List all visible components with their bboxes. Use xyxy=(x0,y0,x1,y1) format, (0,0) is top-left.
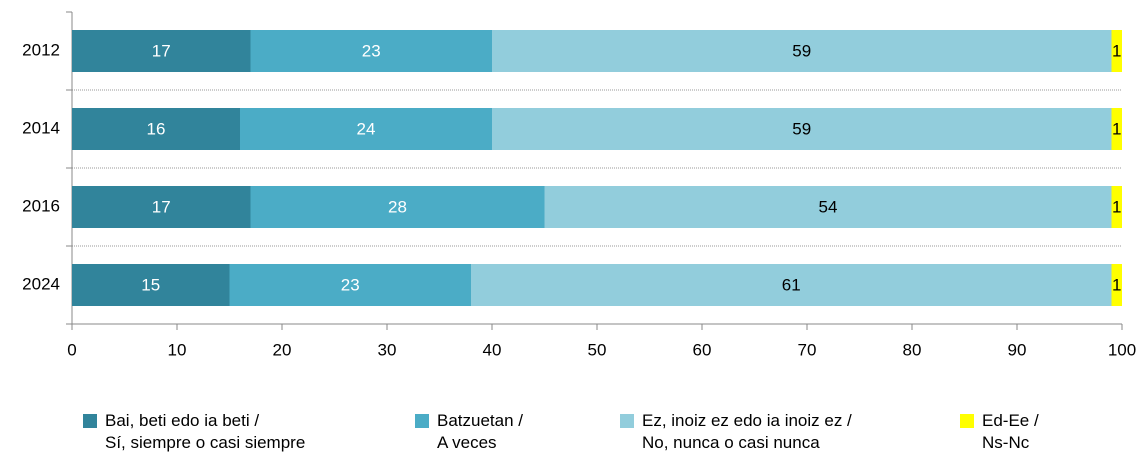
y-tick-label: 2012 xyxy=(22,40,60,59)
legend-swatch xyxy=(620,414,634,428)
data-label: 1 xyxy=(1112,275,1121,294)
legend-entry: Ez, inoiz ez edo ia inoiz ez / No, nunca… xyxy=(620,410,852,454)
legend: Bai, beti edo ia beti / Sí, siempre o ca… xyxy=(0,410,1140,457)
data-label: 17 xyxy=(152,197,171,216)
x-tick-label: 100 xyxy=(1108,340,1136,359)
legend-label: Ez, inoiz ez edo ia inoiz ez / No, nunca… xyxy=(642,411,852,452)
legend-swatch xyxy=(415,414,429,428)
data-label: 24 xyxy=(357,119,376,138)
bar-segment xyxy=(72,186,251,228)
bar-segment xyxy=(250,30,492,72)
x-tick-label: 90 xyxy=(1008,340,1027,359)
data-label: 17 xyxy=(152,41,171,60)
bar-segment xyxy=(250,186,545,228)
chart: 0 10 20 30 40 50 60 70 80 90 100 2012 17 23 59 1 2014 16 2… xyxy=(22,11,1136,359)
legend-entry: Ed-Ee / Ns-Nc xyxy=(960,410,1039,454)
y-tick-label: 2014 xyxy=(22,118,60,137)
data-label: 16 xyxy=(147,119,166,138)
data-label: 23 xyxy=(341,275,360,294)
data-label: 59 xyxy=(792,119,811,138)
legend-label: Batzuetan / A veces xyxy=(437,411,524,452)
x-tick-label: 0 xyxy=(67,340,76,359)
y-tick-label: 2024 xyxy=(22,274,60,293)
data-label: 28 xyxy=(388,197,407,216)
x-tick-label: 40 xyxy=(483,340,502,359)
legend-swatch xyxy=(960,414,974,428)
bar-segment xyxy=(72,264,230,306)
bar-segment xyxy=(1111,30,1122,72)
bar-segment xyxy=(72,108,240,150)
x-tick-label: 30 xyxy=(378,340,397,359)
data-label: 15 xyxy=(141,275,160,294)
data-label: 54 xyxy=(819,197,838,216)
legend-entry: Bai, beti edo ia beti / Sí, siempre o ca… xyxy=(83,410,305,454)
legend-swatch xyxy=(83,414,97,428)
bar-segment xyxy=(240,108,492,150)
data-label: 59 xyxy=(792,41,811,60)
data-label: 61 xyxy=(782,275,801,294)
bar-segment xyxy=(1111,186,1122,228)
data-label: 1 xyxy=(1112,119,1121,138)
data-label: 23 xyxy=(362,41,381,60)
bar-segment xyxy=(492,30,1112,72)
bar-segment xyxy=(1111,108,1122,150)
bar-segment xyxy=(471,264,1112,306)
legend-label: Bai, beti edo ia beti / Sí, siempre o ca… xyxy=(105,411,306,452)
data-label: 1 xyxy=(1112,197,1121,216)
x-tick-label: 80 xyxy=(903,340,922,359)
bar-segment xyxy=(544,186,1112,228)
x-tick-label: 60 xyxy=(693,340,712,359)
data-label: 1 xyxy=(1112,41,1121,60)
legend-label: Ed-Ee / Ns-Nc xyxy=(982,411,1039,452)
x-tick-label: 10 xyxy=(168,340,187,359)
y-tick-label: 2016 xyxy=(22,196,60,215)
bar-segment xyxy=(72,30,251,72)
bar-segment xyxy=(1111,264,1122,306)
x-tick-label: 70 xyxy=(798,340,817,359)
bar-segment xyxy=(229,264,471,306)
x-tick-label: 20 xyxy=(273,340,292,359)
legend-entry: Batzuetan / A veces xyxy=(415,410,523,454)
bar-segment xyxy=(492,108,1112,150)
x-tick-label: 50 xyxy=(588,340,607,359)
